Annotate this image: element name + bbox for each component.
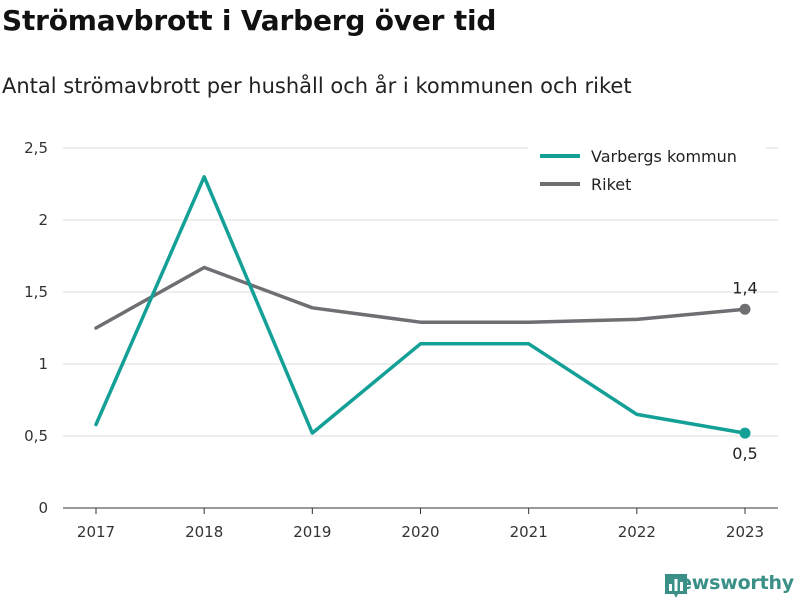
x-tick-label: 2018: [185, 523, 223, 541]
chart-subtitle: Antal strömavbrott per hushåll och år i …: [2, 74, 632, 98]
x-tick-label: 2020: [401, 523, 439, 541]
y-tick-label: 0,5: [24, 427, 48, 445]
x-axis: 2017 2018 2019 2020 2021 2022 2023: [77, 508, 764, 541]
gridlines: [63, 147, 778, 509]
end-point: [739, 427, 751, 439]
newsworthy-logo: Newsworthy: [663, 572, 794, 598]
series-line: [94, 265, 747, 330]
bar-chart-icon: [665, 574, 688, 598]
series-lines: 1,4 0,5: [94, 175, 758, 463]
y-tick-label: 1,5: [24, 283, 48, 301]
brand-name: Newsworthy: [663, 572, 794, 594]
data-label: 1,4: [732, 278, 757, 297]
x-tick-label: 2021: [510, 523, 548, 541]
legend-background: [528, 140, 766, 200]
series-line: [94, 175, 747, 435]
y-tick-label: 2: [38, 211, 48, 229]
legend: Varbergs kommun Riket: [528, 140, 766, 200]
y-tick-label: 0: [38, 499, 48, 517]
y-tick-label: 2,5: [24, 139, 48, 157]
x-tick-label: 2019: [293, 523, 331, 541]
chart-title: Strömavbrott i Varberg över tid: [2, 4, 497, 37]
x-tick-label: 2022: [618, 523, 656, 541]
y-tick-label: 1: [38, 355, 48, 373]
x-tick-label: 2017: [77, 523, 115, 541]
legend-entry: Riket: [591, 175, 631, 194]
x-tick-label: 2023: [726, 523, 764, 541]
end-point: [739, 303, 751, 315]
legend-entry: Varbergs kommun: [591, 147, 737, 166]
data-label: 0,5: [732, 444, 757, 463]
y-axis-ticks: 0 0,5 1 1,5 2 2,5: [24, 139, 48, 517]
